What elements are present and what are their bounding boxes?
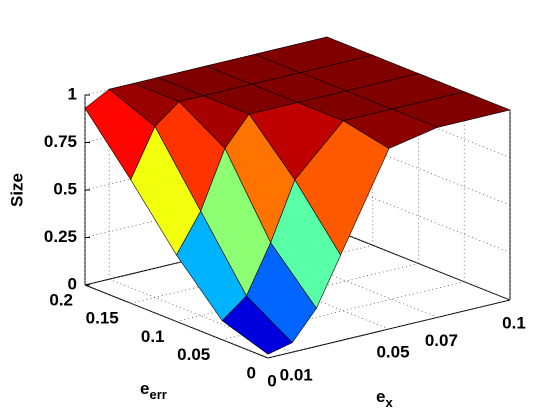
z-tick-label: 0.5: [53, 179, 77, 198]
z-tick-label: 0: [68, 274, 77, 293]
y-tick-label: 0.15: [86, 309, 119, 328]
y-tick-label: 0.1: [141, 327, 165, 346]
grid-line: [84, 284, 269, 359]
y-tick-label: 0.05: [177, 345, 210, 364]
y-axis-label: eerr: [140, 379, 167, 402]
surface-patch: [221, 295, 293, 355]
y-tick-label: 0: [247, 363, 256, 382]
z-tick-label: 0.25: [44, 227, 77, 246]
y-tick-label: 0.2: [49, 290, 73, 309]
x-axis-label: ex: [376, 387, 393, 410]
z-axis-label: Size: [7, 173, 26, 207]
grid-line: [267, 299, 511, 359]
x-axis-label-base: e: [376, 387, 385, 406]
z-tick-label: 1: [68, 84, 77, 103]
x-tick-label: 0.01: [280, 366, 313, 385]
x-axis-label-sub: x: [385, 395, 393, 410]
grid-line: [222, 281, 465, 341]
y-axis-label-base: e: [140, 379, 149, 398]
grid-line: [326, 226, 511, 301]
x-tick-label: 0.1: [502, 313, 526, 332]
z-tick-label: 0.75: [44, 132, 77, 151]
y-axis-label-sub: err: [149, 387, 166, 402]
x-tick-label: 0.05: [376, 342, 409, 361]
x-tick-label: 0.07: [425, 331, 458, 350]
x-tick-label: 0: [267, 371, 276, 390]
